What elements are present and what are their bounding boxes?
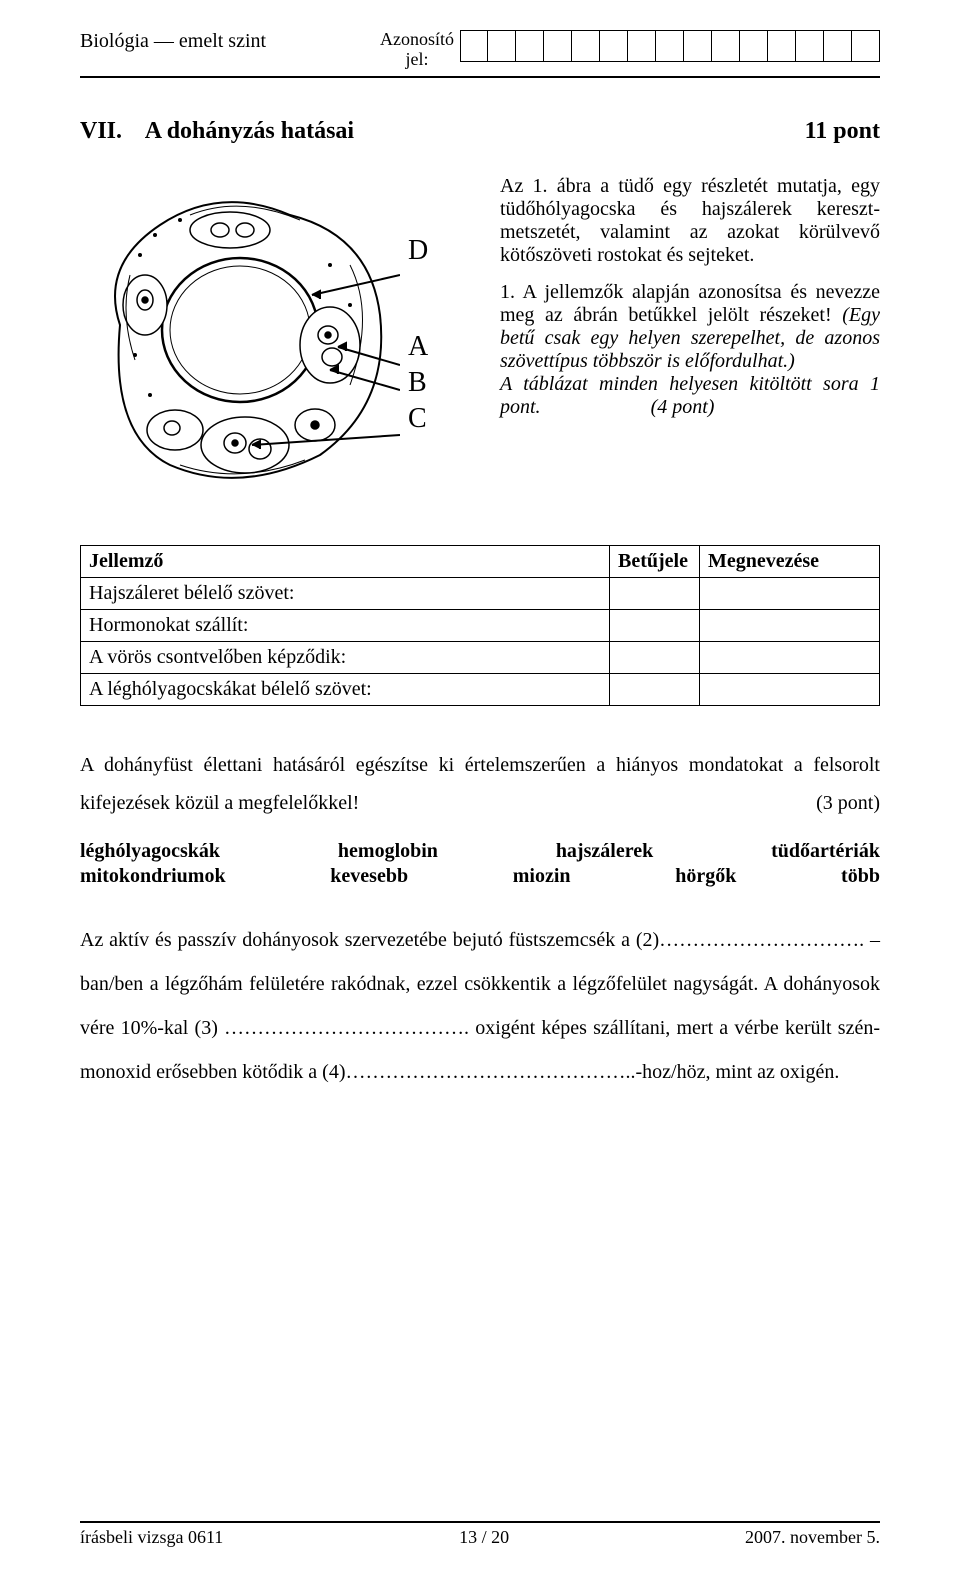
name-cell[interactable] [700, 641, 880, 673]
fill-instruction: A dohányfüst élettani hatásáról egészíts… [80, 746, 880, 822]
feature-cell: Hormonokat szállít: [81, 609, 610, 641]
word-bank-item: kevesebb [330, 865, 408, 888]
fill-sentence[interactable]: Az aktív és passzív dohányosok szervezet… [80, 918, 880, 1094]
id-box[interactable] [600, 30, 628, 62]
figure-text-row: D A B C Az 1. ábra a tüdő egy részletét … [80, 175, 880, 495]
figure-label-a: A [408, 333, 428, 361]
name-cell[interactable] [700, 673, 880, 705]
page: Biológia — emelt szint Azonosító jel: VI… [0, 0, 960, 1574]
figure-label-d: D [408, 237, 428, 265]
word-row-1: léghólyagocskák hemoglobin hajszálerek tüdő… [80, 840, 880, 863]
id-box[interactable] [516, 30, 544, 62]
intro-p1: Az 1. ábra a tüdő egy részletét mutatja,… [500, 175, 880, 267]
word-bank: léghólyagocskák hemoglobin hajszálerek tüdő… [80, 840, 880, 888]
id-label-bottom: jel: [406, 49, 429, 69]
section-number: VII. [80, 118, 122, 144]
feature-table: Jellemző Betűjele Megnevezése Hajszálere… [80, 545, 880, 706]
word-row-2: mitokondriumok kevesebb miozin hörgők több [80, 865, 880, 888]
id-box[interactable] [768, 30, 796, 62]
section-heading: VII. A dohányzás hatásai 11 pont [80, 118, 880, 145]
col-betujele: Betűjele [610, 545, 700, 577]
word-bank-item: több [841, 865, 880, 888]
id-box[interactable] [628, 30, 656, 62]
word-bank-item: léghólyagocskák [80, 840, 220, 863]
footer-right: 2007. november 5. [745, 1527, 880, 1548]
word-bank-item: hörgők [675, 865, 736, 888]
id-box[interactable] [740, 30, 768, 62]
word-bank-item: miozin [513, 865, 571, 888]
col-megnevezese: Megnevezése [700, 545, 880, 577]
feature-cell: A vörös csontvelőben képződik: [81, 641, 610, 673]
id-box[interactable] [544, 30, 572, 62]
figure-label-c: C [408, 405, 428, 433]
name-cell[interactable] [700, 609, 880, 641]
letter-cell[interactable] [610, 577, 700, 609]
id-box[interactable] [572, 30, 600, 62]
q1-points: (4 pont) [651, 396, 715, 418]
letter-cell[interactable] [610, 641, 700, 673]
section-points: 11 pont [805, 118, 880, 145]
word-bank-item: hajszálerek [556, 840, 653, 863]
section-title: VII. A dohányzás hatásai [80, 118, 354, 145]
fill-points: (3 pont) [816, 784, 880, 822]
id-box[interactable] [824, 30, 852, 62]
section-title-text: A dohányzás hatásai [145, 118, 354, 144]
table-row: A léghólyagocskákat bélelő szövet: [81, 673, 880, 705]
id-box[interactable] [684, 30, 712, 62]
id-label: Azonosító jel: [380, 30, 454, 70]
q1-rule: A táblázat minden helyesen kitöltött sor… [500, 373, 880, 418]
id-boxes[interactable] [460, 30, 880, 62]
id-box[interactable] [488, 30, 516, 62]
q1-lead: 1. A jellemzők alapján azonosítsa és nev… [500, 281, 880, 326]
fill-instruction-text: A dohányfüst élettani hatásáról egészíts… [80, 754, 880, 814]
feature-cell: Hajszáleret bélelő szövet: [81, 577, 610, 609]
letter-cell[interactable] [610, 609, 700, 641]
table-row: A vörös csontvelőben képződik: [81, 641, 880, 673]
page-footer: írásbeli vizsga 0611 13 / 20 2007. novem… [80, 1521, 880, 1548]
table-row: Hormonokat szállít: [81, 609, 880, 641]
id-box[interactable] [796, 30, 824, 62]
id-block: Azonosító jel: [380, 30, 880, 70]
table-header-row: Jellemző Betűjele Megnevezése [81, 545, 880, 577]
footer-center: 13 / 20 [459, 1527, 509, 1548]
name-cell[interactable] [700, 577, 880, 609]
table-row: Hajszáleret bélelő szövet: [81, 577, 880, 609]
feature-cell: A léghólyagocskákat bélelő szövet: [81, 673, 610, 705]
id-box[interactable] [460, 30, 488, 62]
id-box[interactable] [656, 30, 684, 62]
id-box[interactable] [712, 30, 740, 62]
word-bank-item: tüdőartériák [771, 840, 880, 863]
figure-column: D A B C [80, 175, 460, 495]
lung-diagram [80, 175, 400, 495]
id-label-top: Azonosító [380, 29, 454, 49]
subject-label: Biológia — emelt szint [80, 30, 286, 53]
id-box[interactable] [852, 30, 880, 62]
word-bank-item: mitokondriumok [80, 865, 226, 888]
word-bank-item: hemoglobin [338, 840, 438, 863]
figure-label-column: D A B C [408, 237, 428, 433]
intro-text: Az 1. ábra a tüdő egy részletét mutatja,… [500, 175, 880, 433]
col-jellemzo: Jellemző [81, 545, 610, 577]
intro-q1: 1. A jellemzők alapján azonosítsa és nev… [500, 281, 880, 419]
letter-cell[interactable] [610, 673, 700, 705]
footer-left: írásbeli vizsga 0611 [80, 1527, 223, 1548]
figure-label-b: B [408, 369, 428, 397]
page-header: Biológia — emelt szint Azonosító jel: [80, 30, 880, 78]
